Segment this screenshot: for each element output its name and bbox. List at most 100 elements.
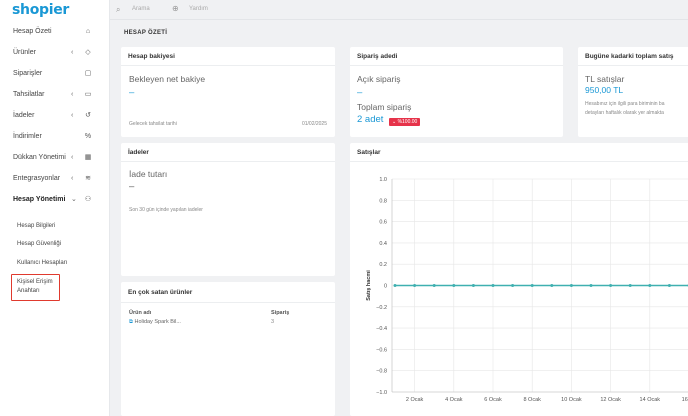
sidebar-item-indirimler[interactable]: İndirimler % (0, 126, 110, 146)
sidebar-item-siparisler[interactable]: Siparişler ▢ (0, 63, 110, 83)
data-point (491, 284, 495, 287)
x-tick-label: 4 Ocak (445, 397, 463, 403)
open-orders-value: – (357, 87, 363, 98)
y-tick-label: 1.0 (379, 177, 387, 183)
sidebar-subitem-hesap-bilgileri[interactable]: Hesap Bilgileri (17, 223, 56, 229)
sidebar-item-urunler[interactable]: Ürünler ‹ ◇ (0, 42, 110, 62)
sales-line-chart: 1.0 0.8 0.6 0.4 0.2 0 −0.2 −0.4 −0.6 −0.8 −1.0 2 Oc… (366, 177, 688, 403)
data-point (413, 284, 417, 287)
total-sales-card: Bugüne kadarki toplam satış TL satışlar … (578, 47, 688, 137)
sidebar-subitem-label-line1: Kişisel Erişim (17, 279, 53, 285)
highlight-box (11, 274, 60, 301)
card-title: En çok satan ürünler (128, 289, 193, 296)
sidebar-item-label: Dükkan Yönetimi (13, 153, 66, 161)
x-tick-label: 14 Ocak (640, 397, 661, 403)
sales-note-line1: Hesabınız için ilgili para biriminin ba (585, 101, 665, 107)
sidebar-subitem-kullanici-hesaplari[interactable]: Kullanıcı Hesapları (17, 260, 68, 266)
data-point (432, 284, 436, 287)
x-tick-label: 2 Ocak (406, 397, 424, 403)
data-point (452, 284, 456, 287)
product-name: Holiday Spark Bil... (134, 319, 181, 325)
future-payment-date: 01/02/2025 (301, 121, 327, 127)
external-link-icon: ⧉ (129, 319, 133, 325)
credit-card-icon: ▭ (84, 91, 92, 98)
sidebar-item-iadeler[interactable]: İadeler ‹ ↺ (0, 105, 110, 125)
sidebar-item-label: Tahsilatlar (13, 90, 45, 98)
change-badge: ⌄ %100.00 (389, 118, 421, 126)
sales-note-line2: detayları haftalık olarak yer almakta (585, 110, 664, 116)
sidebar-item-label: İndirimler (13, 132, 42, 140)
tl-sales-value: 950,00 TL (585, 85, 624, 95)
card-title: Sipariş adedi (357, 53, 398, 60)
returns-note: Son 30 gün içinde yapılan iadeler (129, 207, 203, 213)
card-title: Satışlar (357, 149, 381, 156)
total-orders-value: 2 adet (357, 114, 384, 125)
chevron-left-icon: ‹ (71, 174, 74, 182)
y-tick-label: −0.2 (376, 305, 387, 311)
pending-balance-value: – (129, 87, 135, 98)
data-point (628, 284, 632, 287)
chevron-left-icon: ‹ (71, 153, 74, 161)
product-link[interactable]: ⧉ Holiday Spark Bil... (129, 319, 181, 326)
x-tick-label: 10 Ocak (561, 397, 582, 403)
x-tick-label: 12 Ocak (600, 397, 621, 403)
sidebar-subitem-kisisel-erisim-anahtari[interactable]: Kişisel Erişim Anahtarı (17, 279, 53, 294)
search-input[interactable]: Arama (132, 6, 150, 12)
y-tick-label: 0.4 (379, 241, 387, 247)
data-point (569, 284, 573, 287)
sidebar-item-hesap-ozeti[interactable]: Hesap Özeti ⌂ (0, 21, 110, 41)
card-divider (578, 65, 688, 66)
y-tick-label: 0.2 (379, 262, 387, 268)
x-tick-label: 16 Oc (682, 397, 688, 403)
open-orders-label: Açık sipariş (357, 74, 401, 84)
sidebar-item-tahsilatlar[interactable]: Tahsilatlar ‹ ▭ (0, 84, 110, 104)
sidebar-item-entegrasyonlar[interactable]: Entegrasyonlar ‹ ≋ (0, 168, 110, 188)
return-amount-value: – (129, 181, 135, 192)
balance-card: Hesap bakiyesi Bekleyen net bakiye – Gel… (121, 47, 335, 137)
returns-card: İadeler İade tutarı – Son 30 gün içinde … (121, 143, 335, 276)
data-point (530, 284, 534, 287)
y-tick-label: 0 (384, 284, 387, 290)
help-icon[interactable]: ⊕ (172, 4, 179, 13)
card-title: Hesap bakiyesi (128, 53, 175, 60)
y-axis-label: Satış hacmi (366, 270, 372, 301)
data-point (667, 284, 671, 287)
card-title: Bugüne kadarki toplam satış (585, 53, 674, 60)
sidebar: shopier Hesap Özeti ⌂ Ürünler ‹ ◇ Sipari… (0, 0, 110, 416)
data-point (511, 284, 515, 287)
product-orders: 3 (271, 319, 275, 325)
sidebar-item-dukkan-yonetimi[interactable]: Dükkan Yönetimi ‹ ▦ (0, 147, 110, 167)
y-tick-label: −0.8 (376, 369, 387, 375)
sales-chart-card: Satışlar 1.0 0.8 0.6 0.4 0.2 0 −0.2 −0.4 −0.6 −0.… (350, 143, 688, 416)
sidebar-item-label: İadeler (13, 111, 35, 119)
sidebar-subitem-hesap-guvenligi[interactable]: Hesap Güvenliği (17, 241, 62, 247)
sidebar-item-label: Entegrasyonlar (13, 174, 61, 182)
tag-icon: ◇ (85, 49, 91, 56)
card-title: İadeler (128, 149, 149, 156)
data-point (393, 284, 397, 287)
store-icon: ▦ (84, 154, 92, 161)
total-orders-label: Toplam sipariş (357, 102, 412, 112)
card-divider (350, 161, 688, 162)
user-icon: ⚇ (84, 196, 92, 203)
x-tick-label: 8 Ocak (523, 397, 541, 403)
search-icon[interactable]: ⌕ (116, 5, 121, 14)
sidebar-subitem-label-line2: Anahtarı (17, 288, 40, 294)
data-point (648, 284, 652, 287)
tl-sales-label: TL satışlar (585, 74, 625, 84)
card-divider (350, 65, 563, 66)
card-divider (121, 302, 335, 303)
bestsellers-card: En çok satan ürünler Ürün adı Sipariş ⧉ … (121, 282, 335, 416)
data-point (550, 284, 554, 287)
box-icon: ▢ (84, 70, 92, 77)
sidebar-item-label: Hesap Özeti (13, 27, 52, 35)
sidebar-item-label: Siparişler (13, 69, 43, 77)
help-link[interactable]: Yardım (189, 6, 208, 12)
pending-balance-label: Bekleyen net bakiye (129, 74, 206, 84)
chevron-left-icon: ‹ (71, 111, 74, 119)
sidebar-item-hesap-yonetimi[interactable]: Hesap Yönetimi ⌄ ⚇ (0, 189, 110, 209)
card-divider (121, 161, 335, 162)
y-tick-label: −0.4 (376, 326, 387, 332)
sidebar-item-label: Hesap Yönetimi (13, 195, 66, 203)
shopier-logo[interactable]: shopier (12, 2, 70, 18)
